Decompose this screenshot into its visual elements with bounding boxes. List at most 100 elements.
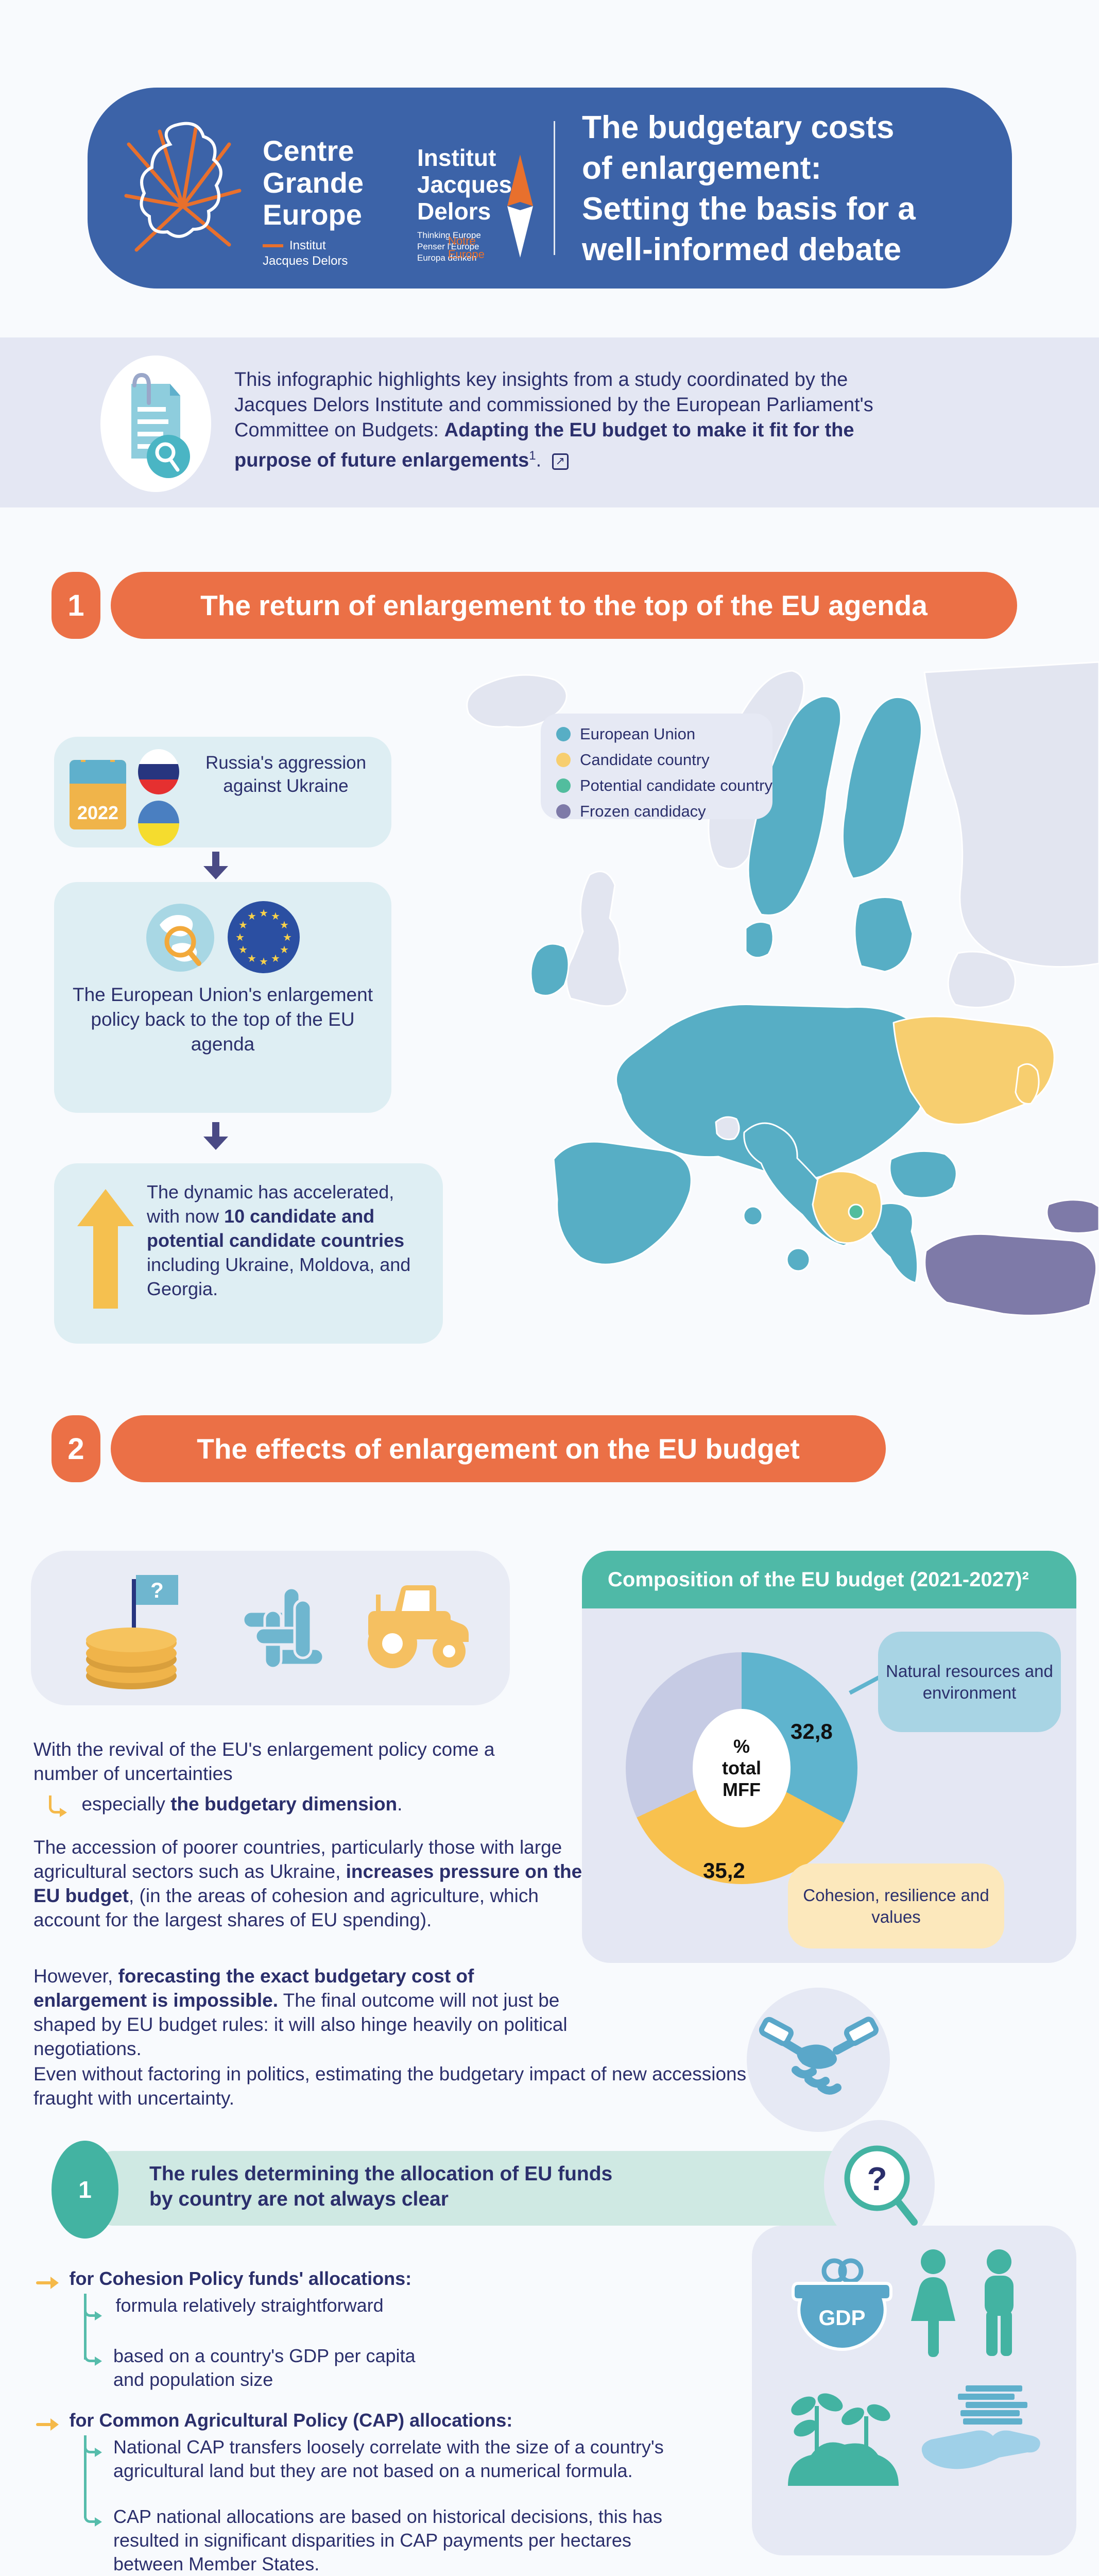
cooperation-hands-icon: [242, 1586, 325, 1670]
s2-paragraph-3: However, forecasting the exact budgetary…: [33, 1965, 568, 2059]
intro-text: This infographic highlights key insights…: [234, 367, 899, 473]
svg-text:?: ?: [150, 1578, 164, 1602]
bulletB2: CAP national allocations are based on hi…: [84, 2505, 706, 2576]
map-ukraine: [892, 1015, 1055, 1125]
document-search-icon: [131, 372, 190, 478]
bulletA2: based on a country's GDP per capita and …: [84, 2344, 433, 2392]
s2-paragraph-1-sub: especially the budgetary dimension.: [49, 1792, 402, 1817]
uncertainty-icons-box: ?: [31, 1551, 510, 1705]
pie-label-cohesion: Cohesion, resilience and values: [788, 1863, 1004, 1948]
map-moldova: [1015, 1063, 1040, 1105]
brand2-line3: Delors: [417, 198, 491, 225]
question-magnifier-icon: ?: [844, 2145, 918, 2226]
intro-text-bold: Adapting the EU budget to make it fit fo…: [234, 419, 854, 471]
plants-icon: [788, 2393, 899, 2486]
sub1-number: 1: [78, 2176, 92, 2203]
section1-number-pill: 1: [51, 572, 100, 639]
brand1-sub1: Institut: [289, 239, 326, 252]
map-iceland: [466, 674, 568, 728]
map-sweden: [747, 696, 842, 916]
pie-card-body: % total MFF 32,8 35,2 Natural resources …: [582, 1608, 1076, 1963]
map-denmark: [745, 921, 774, 959]
map-turkey: [924, 1233, 1097, 1316]
hand-coins-icon: [921, 2385, 1040, 2469]
map-bulgaria: [889, 1150, 957, 1199]
pie-card-title: Composition of the EU budget (2021-2027)…: [608, 1568, 1029, 1591]
svg-text:★: ★: [271, 910, 280, 922]
legend-item-candidate: Candidate country: [556, 751, 772, 769]
legend-dot-eu: [556, 727, 571, 741]
europe-map: [466, 661, 1099, 1316]
sub1-connectorA: [84, 2294, 87, 2360]
flow1-text: Russia's aggression against Ukraine: [205, 753, 367, 796]
header: Centre Grande Europe Institut Jacques De…: [88, 88, 1012, 289]
svg-text:★: ★: [238, 943, 248, 956]
legend-dot-potential: [556, 778, 571, 793]
brand1-line1: Centre: [263, 134, 354, 167]
arrow-right-icon: [36, 2418, 59, 2431]
legend-item-frozen: Frozen candidacy: [556, 802, 772, 821]
handshake-icon: [759, 2016, 879, 2095]
legend-item-potential: Potential candidate country: [556, 776, 772, 795]
study-icon-bg: [100, 355, 211, 492]
mff-donut-center: % total MFF: [693, 1709, 791, 1827]
svg-text:★: ★: [283, 931, 292, 943]
intro-band: This infographic highlights key insights…: [0, 337, 1099, 507]
sub1-number-pill: 1: [51, 2141, 118, 2239]
flow2-text: The European Union's enlargement policy …: [73, 984, 373, 1055]
brand2-line2: Jacques: [417, 171, 512, 198]
map-finland: [842, 696, 922, 879]
up-arrow-icon: [77, 1189, 134, 1309]
header-divider: [554, 121, 555, 255]
map-russia: [923, 661, 1099, 968]
page-title-line3: Setting the basis for a: [582, 191, 916, 227]
brand1-line2: Grande: [263, 166, 364, 199]
pie-card-header: Composition of the EU budget (2021-2027)…: [582, 1551, 1076, 1608]
negotiation-icon-bg: [747, 1988, 890, 2132]
centre-grande-europe-logo-icon: [124, 122, 242, 252]
tractor-icon: [368, 1585, 469, 1668]
section1-title: The return of enlargement to the top of …: [200, 589, 928, 621]
bulletA1: formula relatively straightforward: [84, 2294, 384, 2320]
map-georgia: [1046, 1199, 1099, 1234]
sub1-banner: [100, 2151, 873, 2226]
map-belarus: [947, 951, 1016, 1009]
svg-text:★: ★: [271, 952, 280, 964]
s2-paragraph-2: The accession of poorer countries, parti…: [33, 1837, 582, 1930]
section2-number-pill: 2: [51, 1415, 100, 1482]
svg-text:★: ★: [247, 952, 256, 964]
flow-down-arrow-1: [203, 852, 228, 879]
external-link-icon[interactable]: ↗: [552, 453, 569, 470]
map-baltics: [854, 896, 914, 973]
brand1-sub2: Jacques Delors: [263, 254, 348, 268]
section2-number: 2: [67, 1432, 84, 1466]
s2-paragraph-1: With the revival of the EU's enlargement…: [33, 1739, 495, 1784]
map-uk: [565, 870, 628, 1007]
svg-text:★: ★: [235, 931, 245, 943]
map-sardinia: [743, 1206, 763, 1226]
legend-dot-candidate: [556, 753, 571, 767]
globe-search-icon: [146, 904, 214, 972]
elbow-arrow-icon: [84, 2299, 102, 2320]
gdp-purse-icon: GDP: [792, 2258, 892, 2351]
legend-dot-frozen: [556, 804, 571, 819]
svg-text:?: ?: [867, 2160, 887, 2197]
svg-text:★: ★: [238, 919, 248, 931]
map-iberia: [553, 1141, 692, 1265]
elbow-arrow-icon: [84, 2505, 102, 2527]
pie-value-cohesion: 35,2: [703, 1858, 745, 1883]
flow-box-2022: 2022 Russia's aggression against Ukraine: [54, 737, 391, 848]
page-title-line2: of enlargement:: [582, 150, 822, 186]
sub1-title: The rules determining the allocation of …: [149, 2163, 613, 2210]
eu-flag-icon: ★ ★★ ★★★ ★★★ ★★★: [228, 901, 300, 973]
compass-needle-icon: [507, 155, 533, 258]
map-switzerland: [715, 1116, 740, 1141]
elbow-arrow-icon: [49, 1795, 67, 1817]
map-kosovo: [848, 1204, 864, 1220]
svg-text:★: ★: [259, 955, 268, 968]
gdp-label: GDP: [818, 2306, 865, 2330]
brand1-dash: [263, 244, 283, 247]
brand2-tagline1: Thinking Europe: [417, 230, 481, 240]
map-sicily: [786, 1247, 811, 1272]
calendar-2022-icon: 2022: [70, 760, 126, 829]
